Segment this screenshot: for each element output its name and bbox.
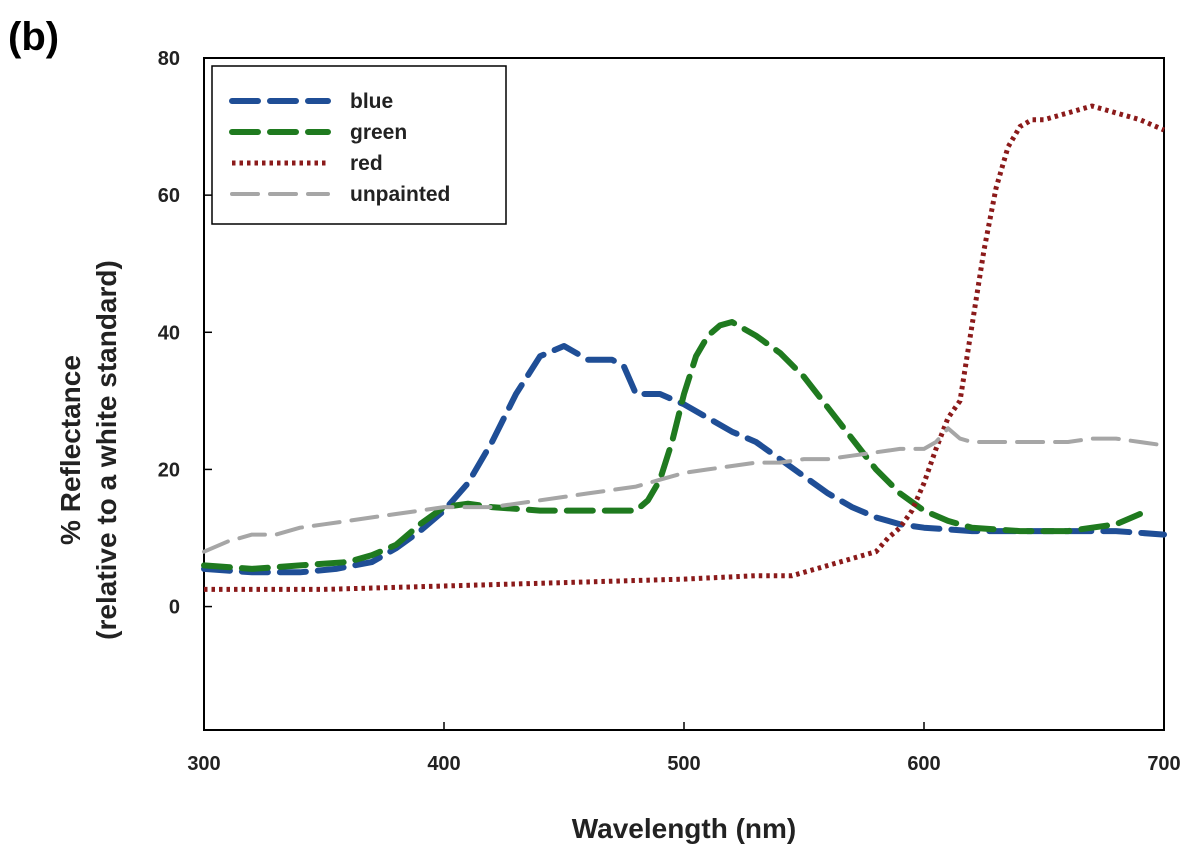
series-line-green — [201, 319, 1143, 572]
series-layer — [201, 103, 1167, 592]
y-tick-label: 0 — [169, 597, 180, 619]
y-tick-label: 60 — [158, 185, 180, 207]
x-tick-label: 500 — [667, 753, 700, 775]
series-line-blue — [201, 343, 1167, 576]
series-line-red — [204, 103, 1165, 592]
x-tick-label: 600 — [907, 753, 940, 775]
y-axis-title-line2: (relative to a white standard) — [91, 260, 122, 640]
panel-label: (b) — [8, 15, 59, 59]
x-tick-label: 700 — [1147, 753, 1180, 775]
y-axis-title-line1: % Reflectance — [55, 355, 86, 545]
x-axis-title: Wavelength (nm) — [572, 813, 797, 844]
legend: blue green red unpainted — [211, 65, 507, 225]
y-tick-label: 40 — [158, 322, 180, 344]
y-tick-label: 20 — [158, 459, 180, 481]
legend-label-green: green — [350, 121, 407, 144]
legend-label-blue: blue — [350, 90, 393, 113]
x-axis-ticks: 300 400 500 600 700 — [187, 722, 1181, 775]
series-line-unpainted — [202, 426, 1166, 554]
y-tick-label: 80 — [158, 48, 180, 70]
legend-label-red: red — [350, 152, 383, 175]
x-tick-label: 300 — [187, 753, 220, 775]
x-tick-label: 400 — [427, 753, 460, 775]
y-axis-ticks: 0 20 40 60 80 — [158, 48, 212, 619]
legend-label-unpainted: unpainted — [350, 183, 450, 206]
legend-box — [211, 65, 507, 225]
